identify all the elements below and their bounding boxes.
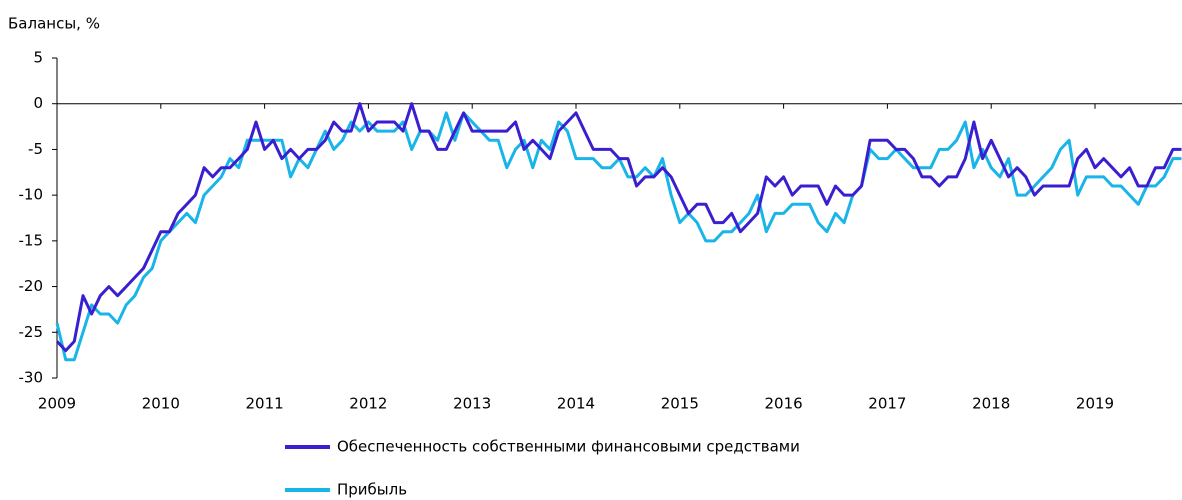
x-tick-label: 2018	[972, 395, 1010, 413]
y-tick-label: -20	[19, 277, 44, 295]
x-tick-label: 2019	[1076, 395, 1114, 413]
x-tick-label: 2012	[349, 395, 387, 413]
x-tick-label: 2010	[142, 395, 180, 413]
x-tick-label: 2016	[765, 395, 803, 413]
series-line	[55, 102, 1182, 353]
y-tick-label: -30	[19, 369, 44, 387]
x-tick-label: 2015	[661, 395, 699, 413]
y-tick-label: 5	[33, 49, 43, 67]
y-tick-label: -25	[19, 323, 44, 341]
y-tick-label: -10	[19, 186, 44, 204]
y-tick-label: 0	[33, 94, 43, 112]
x-tick-label: 2011	[246, 395, 284, 413]
x-tick-label: 2009	[38, 395, 76, 413]
y-tick-label: -15	[19, 231, 44, 249]
legend-label: Прибыль	[337, 481, 407, 499]
x-tick-label: 2017	[868, 395, 906, 413]
legend-label: Обеспеченность собственными финансовыми …	[337, 438, 800, 456]
y-axis-label: Балансы, %	[8, 15, 100, 33]
y-tick-label: -5	[28, 140, 43, 158]
series-line	[55, 111, 1182, 362]
x-tick-label: 2013	[453, 395, 491, 413]
x-tick-label: 2014	[557, 395, 595, 413]
